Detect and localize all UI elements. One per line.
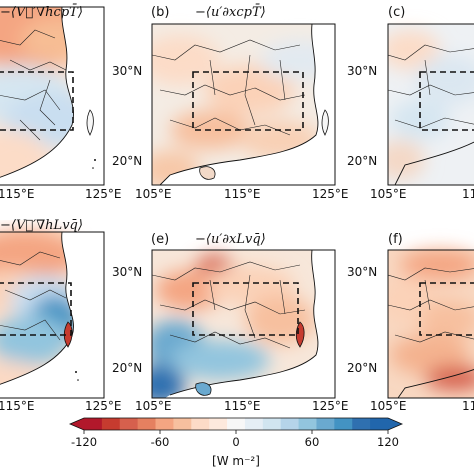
colorbar-segment [244, 418, 264, 430]
panel-e-xtick: 125°E [312, 399, 349, 413]
panel-b-title: −⟨u′∂xcpT̄⟩ [195, 4, 266, 20]
province-borders [0, 251, 67, 341]
sea-region [0, 232, 104, 398]
panel-c-xtick: 11 [462, 187, 474, 201]
panel-c-ytick: 30°N [347, 64, 377, 78]
colorbar-segment [227, 418, 246, 430]
colorbar-segment [155, 418, 174, 430]
study-box [192, 71, 304, 131]
panel-e-ytick: 20°N [112, 361, 142, 375]
panel-a-title: −⟨V⃗′∇hcpT̄⟩ [0, 4, 83, 20]
sea-region [165, 250, 335, 398]
panel-d-xtick: 115°E [0, 399, 35, 413]
colorbar-segment [119, 418, 139, 430]
coastline [394, 141, 474, 185]
panel-b-ytick: 20°N [112, 154, 142, 168]
colorbar-segment [173, 418, 192, 430]
panel-d: −⟨V⃗′∇hLvq̄⟩ 115°E 125°E [0, 218, 122, 413]
panel-f-xtick: 11 [462, 399, 474, 413]
colorbar-segment [352, 418, 371, 430]
study-box [0, 71, 74, 131]
panel-b-ytick: 30°N [112, 64, 142, 78]
colorbar-segment [84, 418, 103, 430]
coastline [169, 249, 319, 396]
colorbar-segment [370, 418, 389, 430]
panel-e-ytick: 30°N [112, 265, 142, 279]
panel-e-xtick: 115°E [224, 399, 261, 413]
coastline [0, 231, 74, 385]
panel-d-xtick: 125°E [85, 399, 122, 413]
study-box [419, 282, 474, 336]
colorbar-segment [101, 418, 121, 430]
panel-f: (f) 30°N 20°N 105°E 11 [347, 232, 474, 413]
panel-f-label: (f) [388, 232, 403, 247]
colorbar-segment [137, 418, 156, 430]
study-box [0, 282, 72, 336]
colorbar-segment [316, 418, 335, 430]
colorbar-segment [209, 418, 228, 430]
panel-a-xtick: 125°E [85, 187, 122, 201]
study-box [419, 71, 474, 131]
panel-e: (e) −⟨u′∂xLvq̄⟩ 30°N 20°N 105°E 115°E [112, 232, 349, 413]
coastline [159, 23, 319, 185]
panel-c-ytick: 20°N [347, 154, 377, 168]
panel-b-xtick: 115°E [224, 187, 261, 201]
colorbar-tick-label: 120 [377, 435, 399, 449]
panel-b-xtick: 125°E [312, 187, 349, 201]
panel-b-xtick: 105°E [135, 187, 172, 201]
panel-a-title-text: −⟨V⃗′∇hcpT̄⟩ [0, 4, 83, 20]
panel-e-title: −⟨u′∂xLvq̄⟩ [195, 232, 266, 247]
panel-f-xtick: 105°E [370, 399, 407, 413]
colorbar-units: [W m⁻²] [212, 454, 260, 468]
panel-e-label: (e) [151, 232, 169, 247]
colorbar-ticks: -120 -60 0 60 120 [71, 430, 399, 449]
panel-a-xtick: 115°E [0, 187, 35, 201]
province-borders [388, 267, 474, 343]
colorbar-extend-max [388, 418, 402, 430]
colorbar-segment [298, 418, 317, 430]
panel-a: −⟨V⃗′∇hcpT̄⟩ 115°E 125°E [0, 4, 122, 201]
panel-c-xtick: 105°E [370, 187, 407, 201]
study-box [192, 282, 299, 336]
colorbar-segment [262, 418, 282, 430]
colorbar-tick-label: 0 [232, 435, 239, 449]
sea-region [0, 7, 104, 185]
panel-b-label: (b) [151, 5, 169, 20]
colorbar-segment [280, 418, 299, 430]
coastline [0, 7, 74, 178]
province-borders [0, 29, 67, 141]
panel-e-xtick: 105°E [135, 399, 172, 413]
coastline [397, 368, 474, 398]
colorbar-segment [191, 418, 210, 430]
hainan-island [195, 382, 212, 396]
colorbar-tick-label: -60 [151, 435, 170, 449]
panel-b: (b) −⟨u′∂xcpT̄⟩ 30°N 20°N 105°E 115°E 12… [112, 4, 349, 201]
panel-c: (c) 30°N 20°N 105°E 11 [347, 5, 474, 201]
colorbar-extend-min [70, 418, 84, 430]
panel-d-title: −⟨V⃗′∇hLvq̄⟩ [0, 218, 83, 233]
province-borders [388, 44, 474, 129]
sea-region [160, 24, 335, 185]
colorbar-segment [334, 418, 353, 430]
panel-f-ytick: 30°N [347, 265, 377, 279]
colorbar-tick-label: 60 [305, 435, 320, 449]
province-borders [152, 261, 306, 349]
colorbar-segments [70, 418, 402, 430]
hainan-island [199, 166, 216, 180]
taiwan-island [321, 109, 329, 136]
colorbar-tick-label: -120 [71, 435, 97, 449]
colorbar: -120 -60 0 60 120 [W m⁻²] [68, 417, 404, 468]
taiwan-island [63, 321, 73, 348]
province-borders [152, 39, 306, 136]
panel-c-label: (c) [388, 5, 405, 20]
panel-f-ytick: 20°N [347, 361, 377, 375]
taiwan-island [86, 109, 94, 136]
